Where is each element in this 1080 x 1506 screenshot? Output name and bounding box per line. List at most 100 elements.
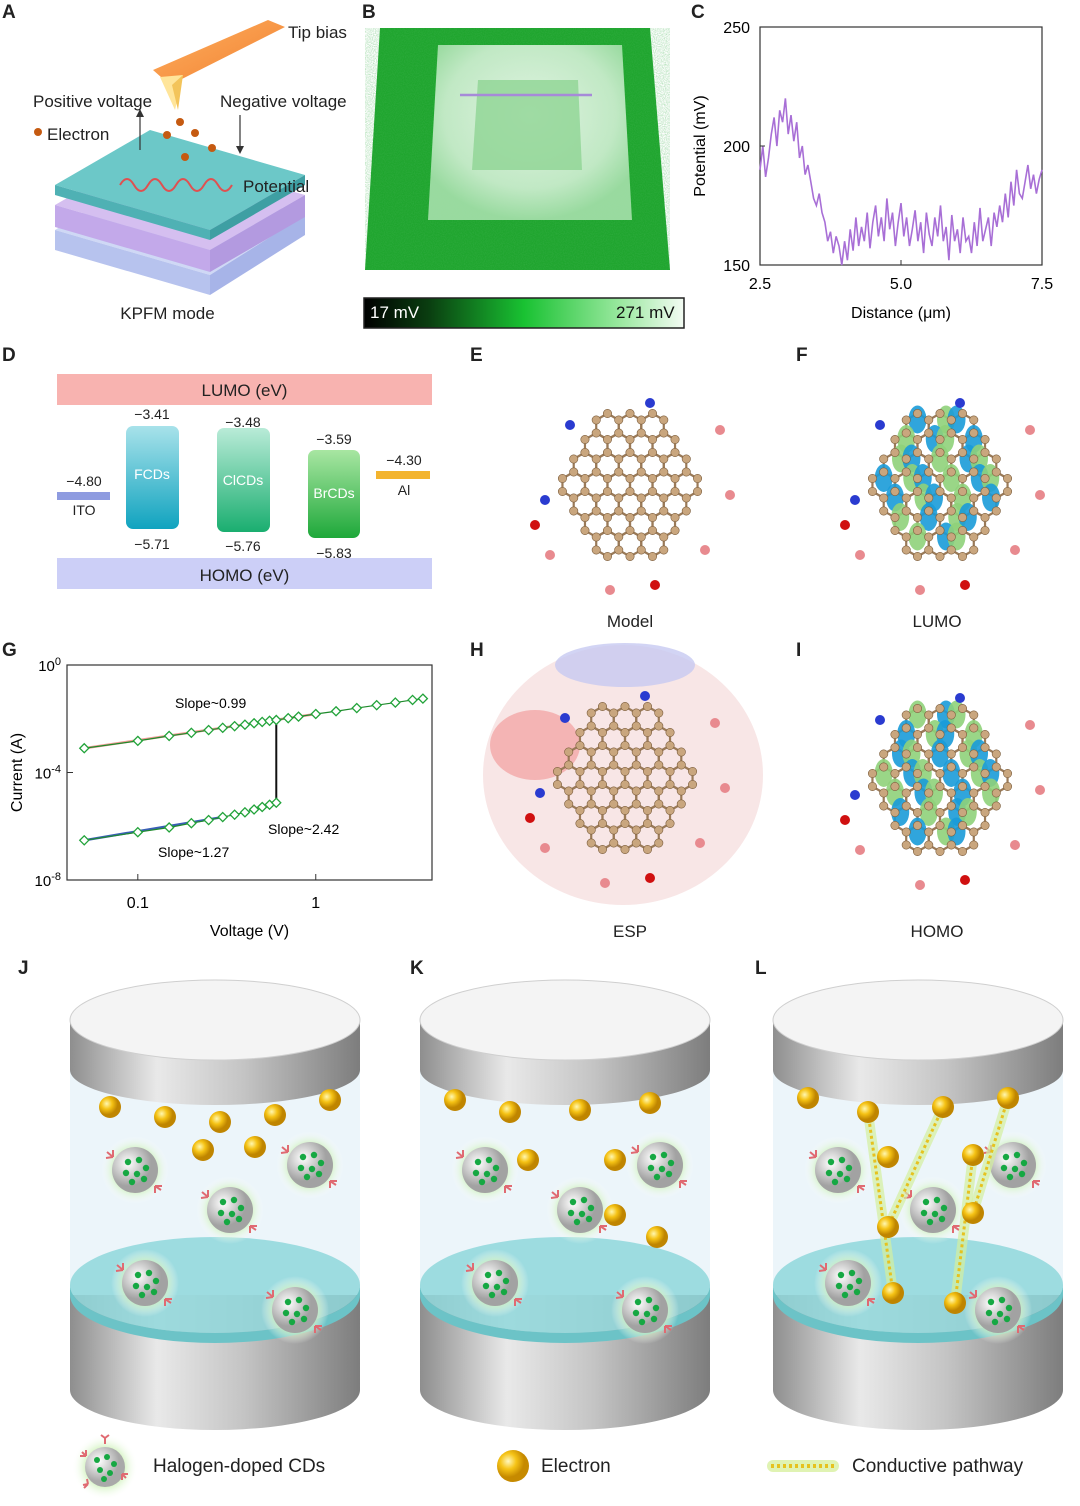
panel-label-i: I	[796, 640, 802, 661]
dopant-dot	[217, 1209, 225, 1217]
heteroatom	[840, 815, 850, 825]
dopant-dot	[845, 1164, 853, 1172]
dopant-dot	[300, 1315, 308, 1323]
carbon-atom	[602, 552, 612, 562]
carbon-atom	[602, 408, 612, 418]
marker-high-res	[185, 817, 197, 829]
carbon-atom	[890, 743, 900, 753]
carbon-atom	[912, 474, 922, 484]
carbon-atom	[659, 467, 669, 477]
carbon-atom	[890, 808, 900, 818]
pathway-legend-icon	[767, 1460, 839, 1472]
carbon-atom	[980, 743, 990, 753]
electron	[499, 1101, 521, 1123]
carbon-atom	[620, 702, 630, 712]
carbon-atom	[654, 838, 664, 848]
heteroatom	[850, 790, 860, 800]
carbon-atom	[1003, 487, 1013, 497]
dopant-dot	[643, 1310, 651, 1318]
legend-cd-label: Halogen-doped CDs	[153, 1456, 326, 1477]
y-axis-label: Current (A)	[9, 733, 26, 812]
carbon-atom	[614, 454, 624, 464]
carbon-atom	[879, 454, 889, 464]
halogen-group	[455, 1150, 464, 1159]
carbon-atom	[924, 840, 934, 850]
carbon-atom	[980, 474, 990, 484]
carbon-atom	[969, 532, 979, 542]
carbon-atom	[620, 819, 630, 829]
heteroatom	[1025, 425, 1035, 435]
electron	[154, 1106, 176, 1128]
carbon-atom	[625, 448, 635, 458]
carbon-atom	[867, 782, 877, 792]
clcds-lumo: −3.48	[225, 414, 261, 430]
marker-low-res	[185, 727, 197, 739]
carbon-atom	[912, 435, 922, 445]
carbon-atom	[681, 493, 691, 503]
al-label: Al	[397, 482, 411, 498]
halogen-group	[679, 1180, 687, 1188]
heteroatom	[1035, 490, 1045, 500]
carbon-atom	[912, 847, 922, 857]
dopant-dot	[150, 1288, 158, 1296]
dopant-dot	[495, 1269, 503, 1277]
electron	[517, 1149, 539, 1171]
carbon-atom	[609, 838, 619, 848]
carbon-atom	[924, 723, 934, 733]
orbital-lobe	[908, 817, 927, 846]
carbon-dot	[122, 1260, 168, 1306]
carbon-atom	[586, 786, 596, 796]
carbon-atom	[879, 467, 889, 477]
energy-level-diagram	[57, 374, 432, 589]
dopant-dot	[938, 1215, 946, 1223]
dopant-dot	[855, 1277, 863, 1285]
device-state-k	[419, 979, 711, 1430]
dopant-dot	[223, 1218, 231, 1226]
marker-low-res	[351, 702, 363, 714]
carbon-dot	[557, 1187, 603, 1233]
carbon-atom	[946, 532, 956, 542]
heteroatom	[535, 788, 545, 798]
lumo-band-label: LUMO (eV)	[201, 381, 288, 400]
dopant-dot	[926, 1218, 934, 1226]
carbon-atom	[693, 474, 703, 484]
carbon-atom	[890, 474, 900, 484]
carbon-atom	[901, 723, 911, 733]
dopant-dot	[145, 1269, 153, 1277]
al-value: −4.30	[386, 452, 422, 468]
heteroatom	[645, 398, 655, 408]
halogen-group	[504, 1185, 512, 1193]
carbon-atom	[654, 708, 664, 718]
carbon-atom	[980, 769, 990, 779]
carbon-atom	[670, 487, 680, 497]
carbon-atom	[636, 506, 646, 516]
carbon-atom	[912, 730, 922, 740]
dopant-dot	[482, 1282, 490, 1290]
carbon-dot	[910, 1187, 956, 1233]
molecule-group	[525, 691, 730, 888]
carbon-atom	[980, 782, 990, 792]
carbon-dot	[207, 1187, 253, 1233]
carbon-atom	[552, 780, 562, 790]
carbon-atom	[597, 767, 607, 777]
electron-legend-icon	[497, 1450, 529, 1482]
carbon-atom	[564, 786, 574, 796]
carbon-atom	[924, 506, 934, 516]
conductive-pathway-dots	[866, 1111, 895, 1294]
dopant-dot	[492, 1164, 500, 1172]
x-tick-label: 5.0	[890, 276, 912, 293]
carbon-atom	[912, 703, 922, 713]
carbon-atom	[924, 493, 934, 503]
dopant-dot	[230, 1196, 238, 1204]
dopant-dot	[998, 1296, 1006, 1304]
electron	[797, 1087, 819, 1109]
carbon-atom	[912, 487, 922, 497]
carbon-atom	[901, 827, 911, 837]
dopant-dot	[667, 1159, 675, 1167]
dopant-dot	[1013, 1151, 1021, 1159]
marker-high-res	[217, 811, 229, 823]
dopant-dot	[308, 1165, 316, 1173]
carbon-atom	[991, 493, 1001, 503]
carbon-atom	[969, 801, 979, 811]
carbon-atom	[580, 435, 590, 445]
